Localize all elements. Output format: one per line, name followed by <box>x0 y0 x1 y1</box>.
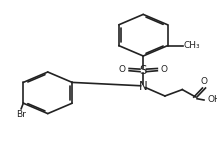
Text: N: N <box>139 80 148 93</box>
Text: O: O <box>161 65 168 74</box>
Text: O: O <box>119 65 126 74</box>
Text: S: S <box>140 64 147 77</box>
Text: O: O <box>201 77 207 86</box>
Text: OH: OH <box>207 96 217 104</box>
Text: Br: Br <box>16 110 26 119</box>
Text: CH₃: CH₃ <box>184 41 201 50</box>
